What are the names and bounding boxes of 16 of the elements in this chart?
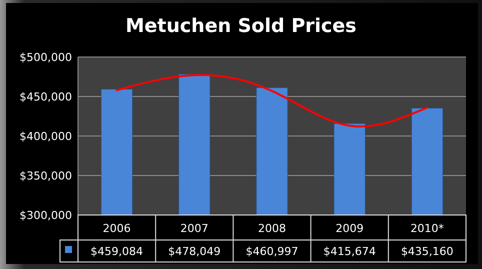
x-tick-label: 2006 [102,222,131,235]
x-tick-label: 2008 [258,222,286,235]
data-label: $459,084 [90,244,144,258]
data-label: $415,674 [323,244,376,258]
data-label: $460,997 [246,244,298,258]
chart-title: Metuchen Sold Prices [126,15,356,37]
y-tick-label: $350,000 [20,169,72,182]
y-tick-label: $400,000 [20,130,72,143]
x-tick-label: 2009 [336,222,364,235]
y-tick-label: $300,000 [20,208,72,222]
y-tick-label: $450,000 [20,90,72,104]
x-tick-label: 2007 [180,222,208,235]
data-label: $435,160 [400,244,454,258]
x-tick-label: 2010* [410,222,444,235]
y-tick-label: $500,000 [20,50,72,64]
data-label: $478,049 [168,244,221,258]
